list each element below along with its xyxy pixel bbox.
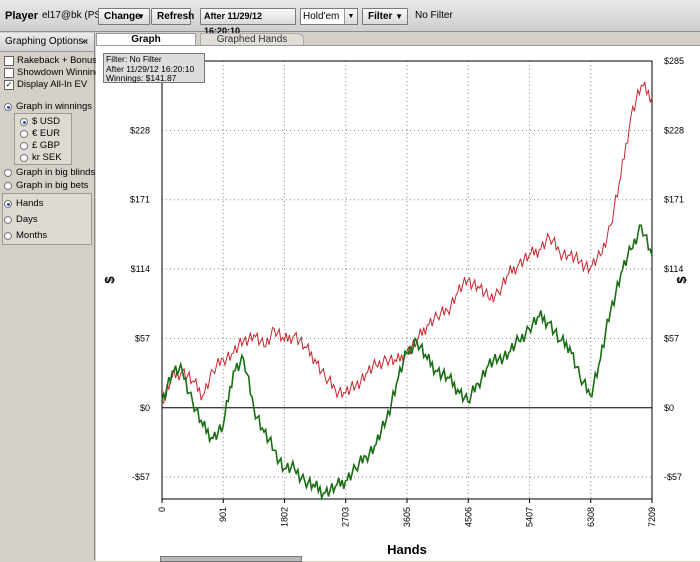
check-icon[interactable]: ✓	[4, 79, 14, 90]
chevron-down-icon: ▼	[137, 12, 145, 21]
radio-button[interactable]	[20, 153, 28, 162]
radio-label: Graph in big blinds	[16, 167, 96, 178]
radio-button[interactable]	[20, 141, 28, 150]
checkbox-box[interactable]	[4, 55, 14, 66]
y-tick-label: $171	[130, 195, 150, 205]
tab-graph[interactable]: Graph	[96, 33, 196, 45]
x-tick-label: 2703	[341, 507, 351, 527]
date-filter-button[interactable]: After 11/29/12 16:20:10	[200, 8, 296, 36]
checkbox-box[interactable]	[4, 67, 14, 78]
x-axis-title: Hands	[387, 542, 427, 557]
winnings-chart: 0 901 1802 2703 3605 4506 5407 6308 7209 -$57 -$57…	[102, 56, 689, 557]
y-tick-label: $228	[130, 125, 150, 135]
change-button-label: Change	[104, 11, 141, 22]
chart-grid	[162, 60, 652, 499]
chart-series	[161, 80, 653, 502]
y-tick-label-right: -$57	[664, 472, 682, 482]
y-tick-label: $57	[135, 333, 150, 343]
chart-tick-labels: 0 901 1802 2703 3605 4506 5407 6308 7209 -$57 -$57…	[102, 56, 689, 557]
graphing-options-title: Graphing Options	[5, 36, 84, 47]
game-type-select[interactable]: Hold'em ▼	[300, 8, 358, 25]
checkbox-label: Showdown Winnings	[17, 67, 106, 78]
chart-axes	[161, 60, 653, 503]
rakeback-checkbox[interactable]: Rakeback + Bonuses	[4, 55, 107, 66]
x-tick-label: 3605	[402, 507, 412, 527]
checkbox-label: Display All-In EV	[17, 79, 88, 90]
radio-button[interactable]	[4, 199, 12, 208]
y-tick-label-right: $228	[664, 125, 684, 135]
horizontal-scrollbar[interactable]	[160, 556, 302, 562]
x-tick-label: 901	[218, 507, 228, 522]
display-allin-ev-checkbox[interactable]: ✓ Display All-In EV	[4, 79, 87, 90]
checkbox-label: Rakeback + Bonuses	[17, 55, 108, 66]
filter-status: No Filter	[415, 10, 453, 21]
refresh-button[interactable]: Refresh	[151, 8, 194, 25]
currency-gbp-radio[interactable]: £ GBP	[20, 140, 60, 151]
collapse-icon[interactable]: «	[82, 36, 88, 47]
radio-label: $ USD	[32, 116, 60, 127]
graphing-options-panel: Graphing Options « Rakeback + Bonuses Sh…	[0, 33, 107, 560]
x-tick-label: 4506	[463, 507, 473, 527]
radio-label: kr SEK	[32, 152, 62, 163]
graph-in-big-blinds-radio[interactable]: Graph in big blinds	[4, 167, 95, 178]
info-date: After 11/29/12 16:20:10	[106, 63, 195, 74]
filter-button-label: Filter	[368, 11, 393, 22]
x-axis-hands-radio[interactable]: Hands	[4, 198, 43, 209]
game-type-value: Hold'em	[303, 11, 340, 22]
radio-button[interactable]	[4, 215, 12, 224]
x-axis-mode-group	[2, 193, 92, 245]
x-axis-months-radio[interactable]: Months	[4, 230, 47, 241]
currency-sek-radio[interactable]: kr SEK	[20, 152, 62, 163]
y-tick-label-right: $57	[664, 333, 679, 343]
radio-button[interactable]	[20, 129, 28, 138]
currency-usd-radio[interactable]: $ USD	[20, 116, 60, 127]
player-label: Player	[5, 10, 39, 22]
radio-label: Graph in big bets	[16, 180, 89, 191]
chart-panel: 0 901 1802 2703 3605 4506 5407 6308 7209 -$57 -$57…	[96, 45, 700, 561]
chevron-down-icon: ▼	[395, 12, 403, 21]
radio-button[interactable]	[4, 168, 12, 177]
chevron-down-icon: ▼	[344, 9, 357, 24]
chart-info-box: Filter: No Filter After 11/29/12 16:20:1…	[103, 53, 205, 83]
tab-graphed-hands[interactable]: Graphed Hands	[200, 33, 304, 45]
radio-label: Hands	[16, 198, 44, 209]
showdown-winnings-checkbox[interactable]: Showdown Winnings	[4, 67, 105, 78]
radio-button[interactable]	[4, 102, 12, 111]
winnings-line	[161, 224, 653, 502]
y-tick-label-right: $285	[664, 56, 684, 66]
radio-label: Days	[16, 214, 38, 225]
radio-label: Graph in winnings	[16, 101, 93, 112]
info-filter: Filter: No Filter	[106, 54, 162, 64]
x-tick-label: 6308	[586, 507, 596, 527]
radio-button[interactable]	[20, 117, 28, 126]
radio-button[interactable]	[4, 231, 12, 240]
top-toolbar: Player el17@bk (PS) Change ▼ Refresh Afte…	[0, 0, 700, 36]
x-tick-label: 1802	[279, 507, 289, 527]
y-tick-label: $114	[131, 264, 150, 274]
y-tick-label: -$57	[132, 472, 150, 482]
graph-in-big-bets-radio[interactable]: Graph in big bets	[4, 180, 88, 191]
radio-label: £ GBP	[32, 140, 60, 151]
x-tick-label: 0	[157, 507, 167, 512]
y-tick-label: $0	[140, 403, 150, 413]
graphing-options-header: Graphing Options «	[0, 33, 94, 52]
x-tick-label: 5407	[525, 507, 535, 527]
filter-button[interactable]: Filter ▼	[362, 8, 408, 25]
currency-eur-radio[interactable]: € EUR	[20, 128, 60, 139]
y-axis-title-right: $	[674, 276, 689, 284]
x-axis-days-radio[interactable]: Days	[4, 214, 38, 225]
radio-label: € EUR	[32, 128, 60, 139]
info-winnings: Winnings: $141.87	[106, 73, 177, 83]
y-tick-label-right: $0	[664, 403, 674, 413]
player-name: el17@bk (PS)	[42, 10, 105, 21]
x-tick-label: 7209	[647, 507, 657, 527]
radio-button[interactable]	[4, 181, 12, 190]
y-axis-title: $	[102, 276, 117, 284]
change-button[interactable]: Change ▼	[98, 8, 150, 25]
y-tick-label-right: $171	[664, 195, 684, 205]
graph-in-winnings-radio[interactable]: Graph in winnings	[4, 101, 92, 112]
y-tick-label-right: $114	[664, 264, 683, 274]
radio-label: Months	[16, 230, 48, 241]
view-tabs: Graph Graphed Hands	[96, 33, 700, 45]
